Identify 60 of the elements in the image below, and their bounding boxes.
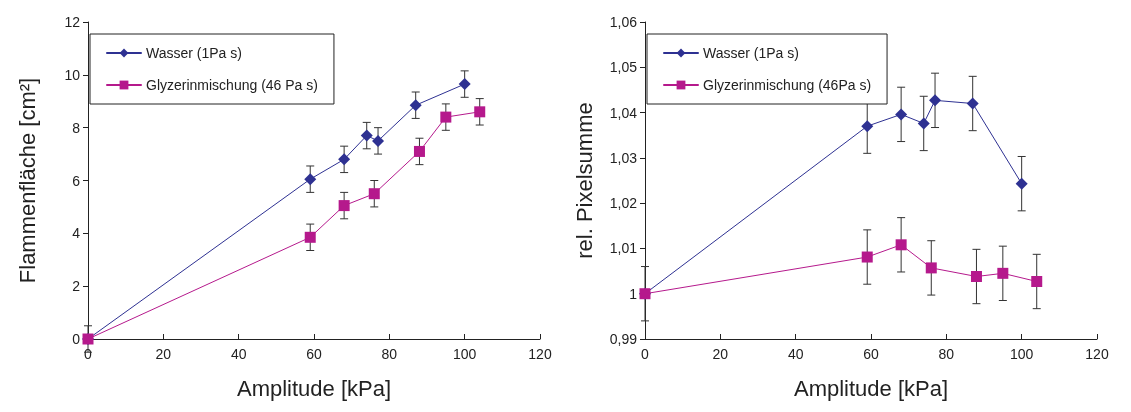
point — [304, 173, 317, 186]
point — [1015, 177, 1028, 190]
y-axis-title: rel. Pixelsumme — [571, 102, 597, 259]
x-tick-label: 100 — [452, 346, 477, 362]
point — [925, 262, 937, 274]
point — [474, 106, 486, 118]
y-tick-label: 0 — [72, 331, 81, 347]
y-tick-label: 4 — [72, 225, 81, 242]
x-tick-label: 40 — [230, 346, 247, 362]
point — [861, 120, 874, 133]
y-tick-label: 1,05 — [609, 59, 638, 76]
point — [970, 271, 982, 283]
y-tick-label: 1,04 — [609, 104, 638, 121]
point — [458, 78, 471, 91]
x-tick-label: 40 — [787, 346, 804, 362]
point — [368, 188, 380, 200]
y-tick-label: 6 — [72, 172, 81, 189]
x-tick-label: 60 — [863, 346, 879, 362]
point — [917, 117, 930, 130]
y-tick-label: 1,03 — [609, 149, 638, 166]
x-tick-label: 120 — [528, 346, 552, 362]
point — [372, 134, 385, 147]
y-tick-label: 2 — [72, 278, 81, 295]
point — [338, 200, 350, 212]
x-tick-label: 80 — [938, 346, 955, 362]
point — [1031, 275, 1043, 287]
point — [413, 145, 425, 157]
point — [966, 97, 979, 110]
x-axis-title: Amplitude [kPa] — [793, 375, 949, 401]
y-axis-title: Flammenfläche [cm²] — [14, 77, 40, 284]
x-tick-label: 0 — [641, 346, 650, 362]
point — [360, 129, 373, 142]
x-tick-label: 100 — [1009, 346, 1034, 362]
y-tick-label: 10 — [64, 66, 81, 83]
y-tick-label: 1,02 — [609, 195, 638, 212]
point — [895, 239, 907, 251]
x-tick-label: 80 — [381, 346, 398, 362]
x-tick-label: 120 — [1085, 346, 1109, 362]
point — [409, 99, 422, 112]
y-tick-label: 12 — [64, 14, 81, 30]
legend-label: Glyzerinmischung (46Pa s) — [703, 77, 872, 93]
point — [338, 153, 351, 166]
legend-label: Wasser (1Pa s) — [703, 45, 799, 61]
point — [861, 251, 873, 263]
y-tick-label: 1 — [629, 285, 638, 302]
x-tick-label: 20 — [155, 346, 172, 362]
point — [895, 108, 908, 121]
point — [304, 231, 316, 243]
y-tick-label: 8 — [72, 119, 81, 136]
legend-label: Glyzerinmischung (46 Pa s) — [146, 77, 318, 93]
y-tick-label: 0,99 — [609, 331, 638, 347]
point — [929, 94, 942, 107]
x-tick-label: 60 — [306, 346, 322, 362]
y-tick-label: 1,06 — [609, 14, 638, 30]
legend-label: Wasser (1Pa s) — [146, 45, 242, 61]
y-tick-label: 1,01 — [609, 240, 638, 257]
point — [440, 111, 452, 123]
point — [997, 267, 1009, 279]
x-axis-title: Amplitude [kPa] — [236, 375, 392, 401]
x-tick-label: 20 — [712, 346, 729, 362]
